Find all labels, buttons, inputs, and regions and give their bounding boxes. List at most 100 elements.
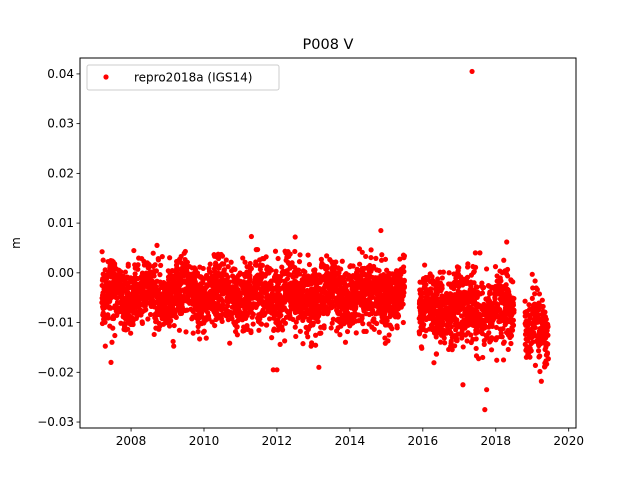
data-point: [154, 242, 160, 248]
data-point: [153, 300, 159, 306]
data-point: [428, 310, 434, 316]
data-point: [166, 297, 172, 303]
data-point: [507, 312, 513, 318]
data-point: [431, 330, 438, 336]
data-point: [104, 293, 110, 299]
data-point: [313, 303, 319, 309]
data-point: [477, 250, 483, 256]
data-point: [309, 308, 315, 314]
data-point: [236, 313, 242, 320]
data-point: [138, 280, 144, 286]
data-point: [244, 311, 250, 317]
legend-label: repro2018a (IGS14): [134, 71, 252, 85]
data-point: [197, 307, 203, 313]
data-point: [165, 294, 172, 300]
data-point: [102, 267, 108, 273]
data-point: [542, 333, 548, 339]
data-point: [369, 265, 376, 272]
data-point: [130, 321, 136, 328]
data-point: [329, 320, 335, 326]
data-point: [186, 263, 193, 270]
data-point: [539, 297, 545, 303]
data-point: [472, 250, 478, 256]
data-point: [526, 318, 532, 325]
data-point: [111, 315, 117, 322]
data-point: [541, 364, 548, 370]
data-point: [490, 313, 496, 319]
data-point: [374, 320, 380, 327]
data-point: [224, 286, 230, 292]
data-point: [280, 268, 286, 274]
data-point: [480, 354, 486, 361]
data-point: [357, 261, 363, 267]
data-point: [304, 287, 310, 294]
data-point: [305, 252, 311, 258]
data-point: [429, 305, 436, 311]
data-point: [435, 299, 441, 305]
data-point: [254, 273, 260, 279]
data-point: [262, 280, 268, 286]
data-point: [354, 279, 360, 286]
data-point: [105, 315, 111, 321]
data-point: [391, 309, 397, 315]
data-point: [180, 273, 186, 279]
data-point: [487, 302, 493, 308]
data-point: [300, 341, 306, 347]
data-point: [212, 300, 218, 307]
data-point: [100, 292, 106, 298]
data-point: [389, 286, 395, 292]
data-point: [197, 286, 203, 293]
data-point: [306, 298, 312, 304]
data-point: [424, 305, 430, 311]
data-point: [245, 326, 251, 332]
data-point: [382, 256, 389, 262]
data-point: [289, 287, 295, 293]
data-point: [203, 275, 209, 281]
y-tick-label: 0.03: [47, 117, 74, 131]
data-point: [240, 255, 246, 261]
data-point: [132, 265, 138, 271]
data-point: [217, 296, 224, 302]
data-point: [437, 339, 444, 345]
data-point: [489, 306, 495, 312]
data-point: [324, 253, 330, 259]
data-point: [173, 314, 179, 320]
data-point: [130, 288, 136, 294]
data-point: [494, 301, 500, 307]
data-point: [225, 299, 232, 305]
data-point: [495, 314, 502, 320]
data-point: [174, 266, 180, 272]
data-point: [526, 330, 532, 336]
data-point: [240, 271, 247, 278]
data-point: [440, 309, 446, 315]
data-point: [100, 304, 106, 310]
data-point: [155, 256, 161, 262]
data-point: [296, 259, 303, 265]
data-point: [313, 288, 319, 294]
data-point: [284, 308, 290, 314]
data-point: [294, 296, 300, 302]
data-point: [292, 324, 298, 330]
data-point: [275, 327, 281, 333]
data-point: [171, 322, 177, 329]
data-point: [453, 275, 459, 281]
data-point: [124, 275, 130, 281]
data-point: [329, 304, 335, 311]
data-point: [244, 280, 250, 286]
data-point: [386, 306, 392, 312]
data-point: [263, 254, 269, 260]
data-point: [462, 310, 468, 316]
data-point: [122, 269, 128, 275]
data-point: [504, 273, 511, 279]
data-point: [313, 342, 319, 348]
data-point: [215, 255, 222, 262]
data-point: [128, 275, 134, 281]
data-point: [462, 279, 468, 285]
data-point: [352, 310, 358, 316]
data-point: [154, 305, 160, 312]
data-point: [320, 276, 326, 282]
data-point: [359, 249, 365, 255]
data-point: [486, 298, 492, 304]
data-point: [361, 328, 367, 334]
data-point: [421, 300, 427, 306]
